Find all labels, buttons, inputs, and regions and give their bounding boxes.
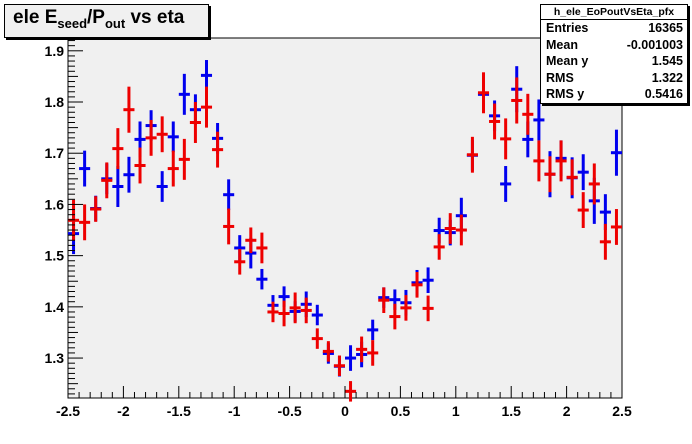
x-tick-label-5: 0 — [341, 403, 349, 419]
y-tick-label-4: 1.7 — [45, 145, 65, 161]
point-red-39 — [500, 118, 512, 160]
point-red-35 — [455, 214, 467, 246]
point-red-40 — [511, 77, 523, 124]
point-blue-39 — [500, 166, 512, 202]
point-red-1 — [79, 204, 91, 241]
point-red-28 — [378, 287, 390, 313]
point-blue-17 — [256, 268, 268, 290]
point-red-38 — [489, 103, 501, 140]
point-red-6 — [134, 147, 146, 184]
point-blue-46 — [577, 154, 589, 191]
point-red-17 — [256, 232, 268, 264]
point-blue-9 — [167, 121, 179, 153]
point-red-14 — [223, 208, 235, 245]
y-tick-label-3: 1.6 — [45, 196, 65, 212]
point-red-48 — [599, 223, 611, 260]
point-red-7 — [145, 119, 157, 156]
point-red-0 — [68, 199, 80, 241]
point-red-5 — [123, 86, 135, 133]
point-blue-42 — [533, 99, 545, 141]
point-red-49 — [610, 209, 622, 245]
point-red-34 — [444, 213, 456, 244]
y-tick-label-2: 1.5 — [45, 248, 65, 264]
x-tick-label-1: -2 — [117, 403, 130, 419]
point-red-10 — [178, 138, 190, 180]
point-blue-14 — [223, 179, 235, 211]
x-tick-label-3: -1 — [228, 403, 241, 419]
point-blue-27 — [367, 319, 379, 341]
plot-title-box: ele Eseed/Pout vs eta — [4, 4, 209, 38]
x-tick-label-0: -2.5 — [56, 403, 80, 419]
point-blue-25 — [345, 345, 357, 371]
point-red-16 — [245, 227, 257, 254]
x-tick-label-4: -0.5 — [278, 403, 302, 419]
plot-frame — [67, 37, 623, 399]
point-red-36 — [466, 136, 478, 173]
point-red-47 — [588, 163, 600, 205]
y-tick-label-1: 1.4 — [45, 299, 65, 315]
point-red-3 — [101, 162, 113, 199]
point-red-12 — [200, 86, 213, 128]
point-red-18 — [267, 301, 279, 323]
point-red-21 — [300, 297, 312, 324]
data-points — [68, 60, 622, 402]
point-red-31 — [411, 272, 423, 298]
stats-row-entries: Entries 16365 — [546, 21, 683, 35]
x-tick-label-2: -1.5 — [167, 403, 191, 419]
point-red-23 — [322, 341, 334, 362]
y-tick-label-6: 1.9 — [45, 43, 65, 59]
plot-title: ele Eseed/Pout vs eta — [13, 7, 185, 31]
point-red-27 — [367, 340, 379, 366]
point-red-42 — [533, 140, 545, 182]
axes: -2.5 -2 -1.5 -1 -0.5 0 0.5 1 1.5 2 2.5 1.3 1.4 1.5 1.6… — [45, 40, 632, 419]
point-red-13 — [212, 131, 224, 168]
point-red-32 — [422, 295, 434, 322]
point-red-24 — [333, 355, 345, 376]
point-blue-1 — [79, 150, 91, 187]
point-red-9 — [167, 150, 179, 187]
stats-row-mean-y: Mean y 1.545 — [546, 54, 683, 68]
point-red-29 — [389, 303, 401, 330]
stats-box: h_ele_EoPoutVsEta_pfx Entries 16365 Mean -… — [540, 4, 688, 104]
point-red-2 — [90, 196, 102, 222]
x-tick-label-7: 1 — [452, 403, 460, 419]
point-red-8 — [156, 116, 168, 153]
point-red-30 — [400, 295, 412, 321]
point-red-44 — [555, 140, 567, 182]
point-red-25 — [345, 381, 357, 402]
point-blue-49 — [610, 129, 622, 176]
stats-row-rms-y: RMS y 0.5416 — [546, 87, 683, 101]
stats-row-rms: RMS 1.322 — [546, 70, 683, 85]
point-red-45 — [566, 159, 578, 196]
point-red-11 — [189, 102, 201, 143]
x-tick-label-10: 2.5 — [612, 403, 632, 419]
y-tick-label-0: 1.3 — [45, 350, 65, 366]
point-red-37 — [477, 72, 490, 114]
point-red-4 — [112, 128, 124, 170]
histogram-name: h_ele_EoPoutVsEta_pfx — [541, 5, 687, 20]
point-red-43 — [544, 156, 556, 193]
point-blue-5 — [123, 156, 135, 193]
point-red-22 — [311, 328, 323, 349]
point-blue-22 — [311, 304, 323, 326]
point-red-20 — [289, 292, 301, 324]
point-blue-8 — [156, 171, 168, 202]
y-tick-label-5: 1.8 — [45, 94, 65, 110]
point-red-15 — [234, 248, 246, 275]
point-blue-10 — [178, 73, 190, 115]
point-red-19 — [278, 300, 290, 327]
point-red-33 — [433, 234, 445, 260]
x-tick-label-8: 1.5 — [501, 403, 521, 419]
point-blue-32 — [422, 267, 434, 294]
point-red-26 — [356, 336, 368, 363]
point-red-46 — [577, 192, 589, 228]
x-tick-label-9: 2 — [563, 403, 571, 419]
point-red-41 — [522, 93, 534, 135]
point-blue-12 — [200, 60, 213, 91]
stats-row-mean: Mean -0.001003 — [546, 37, 683, 52]
point-blue-4 — [112, 166, 124, 207]
x-tick-label-6: 0.5 — [391, 403, 411, 419]
